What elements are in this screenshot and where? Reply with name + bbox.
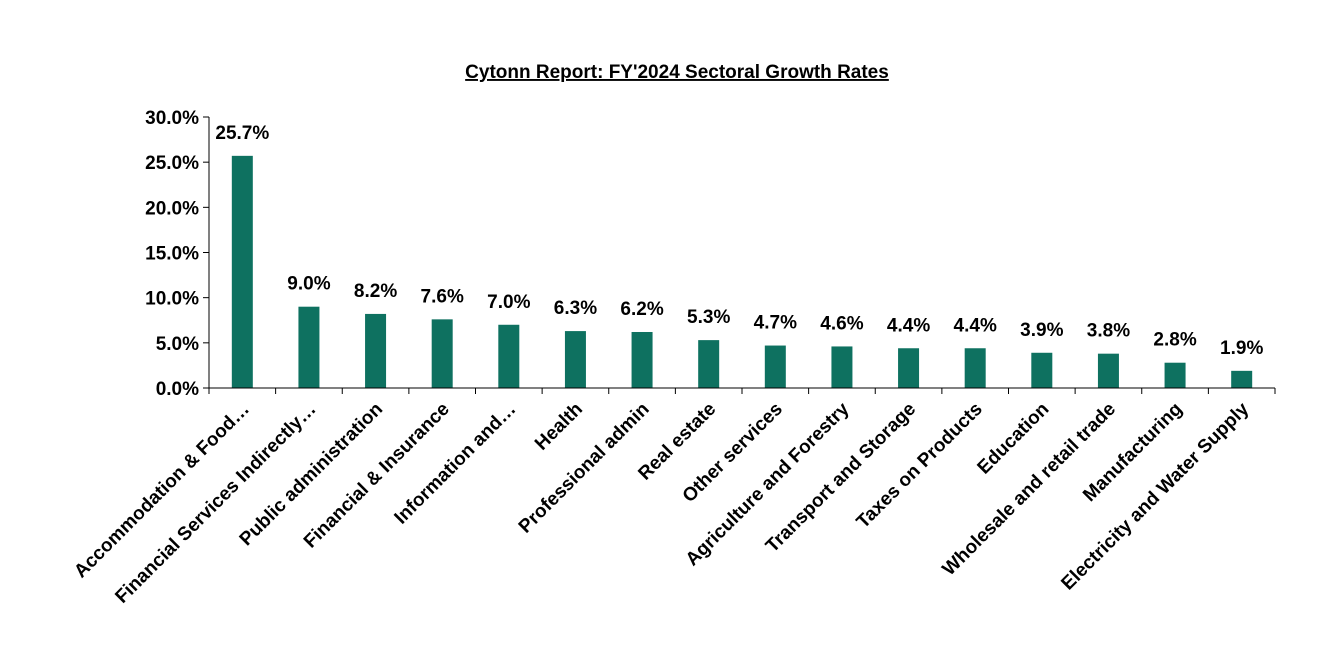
bar-data-label: 4.7% xyxy=(754,313,797,334)
y-tick-label: 20.0% xyxy=(145,198,199,219)
bar-data-label: 3.9% xyxy=(1020,320,1063,341)
bar xyxy=(764,345,786,388)
bar-data-label: 4.6% xyxy=(820,313,863,334)
chart-title: Cytonn Report: FY'2024 Sectoral Growth R… xyxy=(465,62,889,83)
bar-data-label: 6.3% xyxy=(554,298,597,319)
bar xyxy=(1031,352,1053,388)
x-tick-label: Information and… xyxy=(391,399,521,529)
bar-data-label: 9.0% xyxy=(287,274,330,295)
bar xyxy=(631,331,653,388)
bar-data-label: 5.3% xyxy=(687,307,730,328)
bar-data-label: 1.9% xyxy=(1220,338,1263,359)
bar xyxy=(964,348,986,388)
y-tick-label: 25.0% xyxy=(145,153,199,174)
bar xyxy=(365,313,387,388)
bar-data-label: 4.4% xyxy=(887,315,930,336)
bar-data-label: 7.0% xyxy=(487,292,530,313)
bar-data-label: 3.8% xyxy=(1087,321,1130,342)
bar-data-label: 4.4% xyxy=(954,315,997,336)
bar-data-label: 6.2% xyxy=(620,299,663,320)
y-tick-label: 5.0% xyxy=(156,334,199,355)
bar xyxy=(898,348,920,388)
x-tick-label: Professional admin xyxy=(515,399,654,538)
y-tick-label: 0.0% xyxy=(156,379,199,400)
bar xyxy=(564,331,586,388)
bar xyxy=(431,319,453,388)
bar xyxy=(1097,353,1119,388)
y-axis: 0.0% 5.0% 10.0% 15.0% 20.0% 25.0% 30.0% xyxy=(145,108,210,400)
x-axis: Accommodation & Food…Financial Services … xyxy=(70,387,1276,608)
y-tick-label: 30.0% xyxy=(145,108,199,129)
bar-data-label: 25.7% xyxy=(215,123,269,144)
y-tick-label: 15.0% xyxy=(145,244,199,265)
bar xyxy=(698,340,720,388)
y-tick-label: 10.0% xyxy=(145,289,199,310)
data-labels: 25.7% 9.0% 8.2% 7.6% 7.0% 6.3% 6.2% 5.3% 4.7% 4.6… xyxy=(215,123,1263,359)
bar-data-label: 8.2% xyxy=(354,281,397,302)
bars xyxy=(231,155,1253,388)
bar xyxy=(231,155,253,388)
x-tick-label: Health xyxy=(531,399,587,455)
x-tick-label: Taxes on Products xyxy=(853,399,987,533)
bar xyxy=(298,306,320,388)
bar-data-label: 7.6% xyxy=(421,286,464,307)
bar xyxy=(1164,362,1186,388)
bar-data-label: 2.8% xyxy=(1153,330,1196,351)
bar xyxy=(498,324,520,388)
bar xyxy=(831,346,853,388)
bar xyxy=(1231,370,1253,388)
